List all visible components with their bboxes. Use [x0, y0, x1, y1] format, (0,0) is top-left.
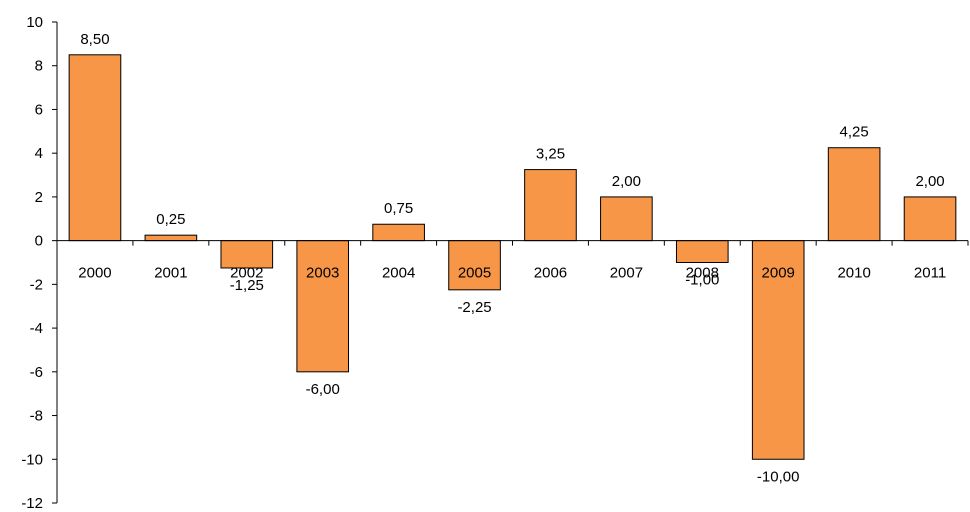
x-category-label-2003: 2003 [306, 265, 339, 282]
y-tick-label: 0 [35, 233, 43, 250]
y-tick-label: -2 [30, 276, 43, 293]
data-label-2009: -10,00 [757, 468, 800, 485]
bar-2007 [600, 196, 653, 242]
bars [68, 54, 957, 460]
y-tick-label: -8 [30, 408, 43, 425]
y-tick-label: 6 [35, 101, 43, 118]
bar-2008 [675, 240, 729, 264]
y-tick-label: -12 [21, 495, 43, 512]
data-label-2000: 8,50 [80, 31, 109, 48]
x-category-label-2006: 2006 [534, 265, 567, 282]
data-label-2011: 2,00 [915, 173, 944, 190]
zero-baseline [57, 240, 969, 246]
data-label-2001: 0,25 [156, 211, 185, 228]
bar-2010 [827, 147, 881, 242]
data-labels: 8,50 0,25 -1,25 -6,00 0,75 -2,25 3,25 2,00 -1,00… [80, 31, 944, 485]
x-category-label-2004: 2004 [382, 265, 415, 282]
data-label-2006: 3,25 [536, 146, 565, 163]
x-category-label-2009: 2009 [762, 265, 795, 282]
bar-2000 [68, 54, 122, 242]
bar-2004 [372, 223, 425, 242]
data-label-2010: 4,25 [840, 124, 869, 141]
bar-2002 [220, 240, 274, 269]
y-tick-label: -6 [30, 364, 43, 381]
y-tick-label: 2 [35, 189, 43, 206]
x-category-label-2001: 2001 [154, 265, 187, 282]
x-category-label-2007: 2007 [610, 265, 643, 282]
y-tick-label: 8 [35, 58, 43, 75]
x-category-label-2000: 2000 [78, 265, 111, 282]
y-tick-label: 4 [35, 145, 43, 162]
y-axis: 10 8 6 4 2 0 -2 -4 -6 -8 -10 -12 [21, 14, 58, 512]
data-label-2002: -1,25 [230, 277, 264, 294]
y-tick-label: 10 [26, 14, 43, 31]
bar-2001 [144, 234, 198, 242]
x-category-label-2002: 2002 [230, 265, 263, 282]
y-tick-label: -10 [21, 451, 43, 468]
bar-2009 [751, 240, 805, 460]
bar-2006 [524, 169, 577, 242]
data-label-2004: 0,75 [384, 200, 413, 217]
data-label-2008: -1,00 [685, 272, 719, 289]
category-labels: 2000 2001 2002 2003 2004 2005 2006 2007 2008 2009… [78, 265, 946, 282]
bar-2003 [296, 240, 350, 373]
data-label-2007: 2,00 [612, 173, 641, 190]
y-tick-label: -4 [30, 320, 43, 337]
x-category-label-2008: 2008 [686, 265, 719, 282]
bar-2005 [448, 240, 501, 291]
x-category-label-2010: 2010 [837, 265, 870, 282]
data-label-2005: -2,25 [457, 299, 491, 316]
data-label-2003: -6,00 [306, 381, 340, 398]
bar-2011 [903, 196, 957, 242]
x-category-label-2005: 2005 [458, 265, 491, 282]
x-category-label-2011: 2011 [914, 265, 946, 282]
